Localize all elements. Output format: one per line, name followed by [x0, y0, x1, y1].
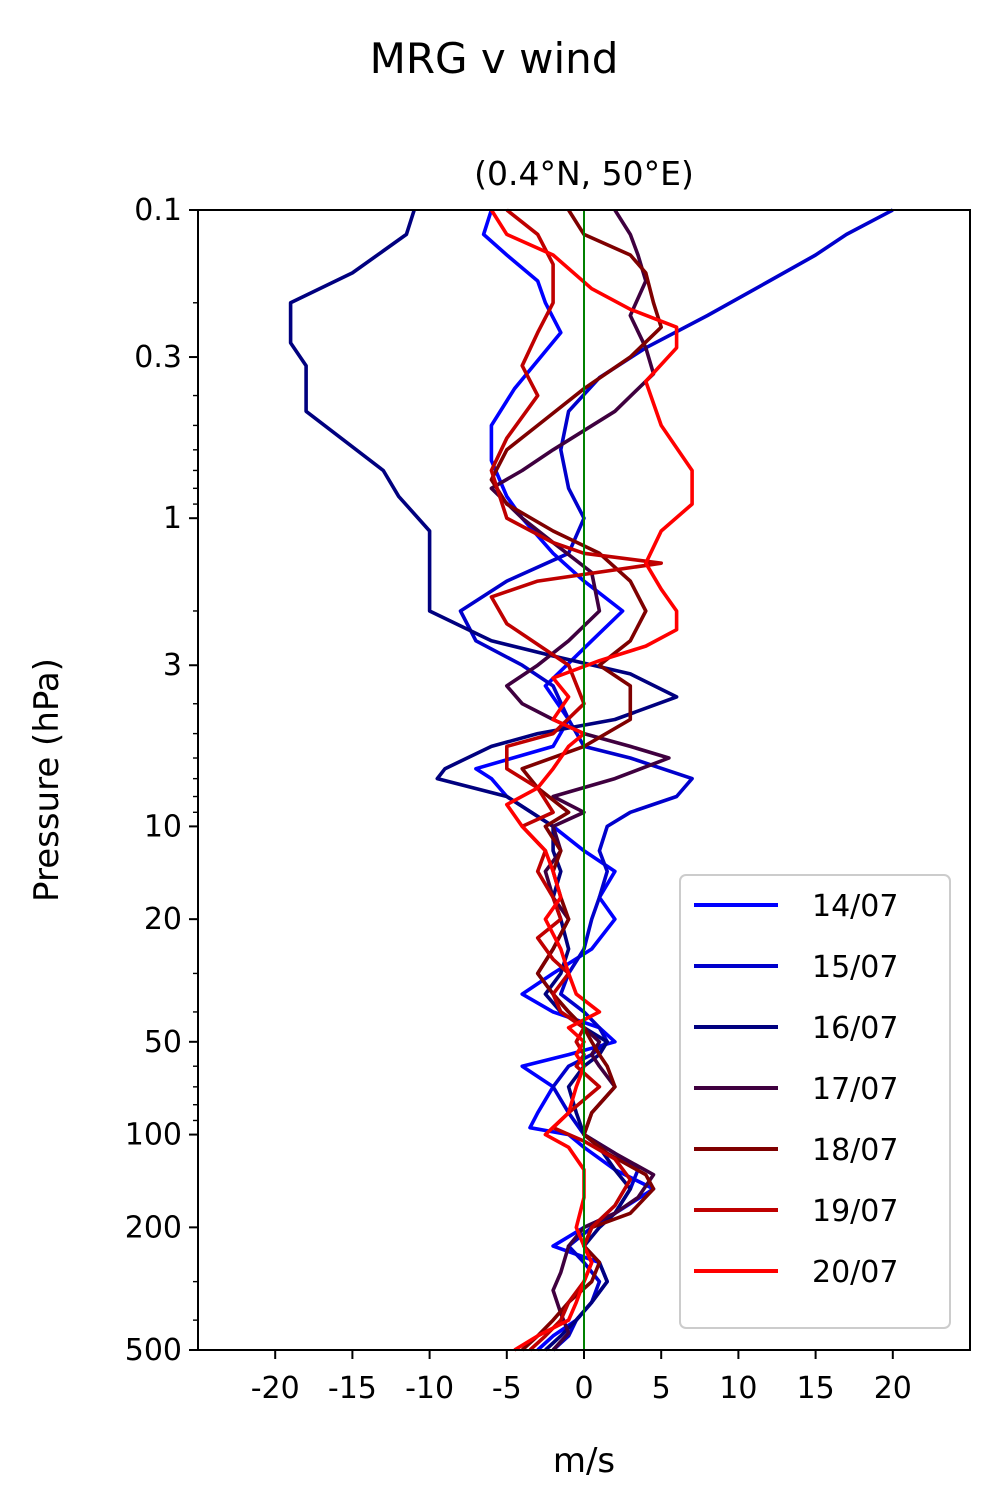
legend-label: 19/07	[812, 1194, 898, 1229]
y-tick-label: 10	[144, 809, 182, 844]
legend-label: 16/07	[812, 1011, 898, 1046]
y-tick-label: 0.1	[134, 193, 182, 228]
y-tick-label: 100	[125, 1118, 182, 1153]
legend-box	[679, 874, 951, 1329]
x-axis: -20 -15 -10 -5 0 5 10 15 20	[251, 1350, 912, 1406]
legend-label: 15/07	[812, 950, 898, 985]
x-tick-label: 15	[797, 1371, 835, 1406]
legend: 14/07 15/07 16/07 17/07 18/07 19/07 20/07	[679, 874, 951, 1329]
legend-label: 20/07	[812, 1255, 898, 1290]
y-axis-label: Pressure (hPa)	[27, 658, 67, 902]
y-tick-label: 0.3	[134, 340, 182, 375]
x-tick-label: -15	[328, 1371, 377, 1406]
y-axis: 0.1 0.3 1 3 10 20 50 100 200 500	[125, 193, 198, 1368]
series-line-18-07	[489, 209, 663, 1352]
y-tick-label: 3	[163, 648, 182, 683]
x-tick-label: -10	[405, 1371, 454, 1406]
series-line-19-07	[489, 208, 663, 1352]
legend-label: 14/07	[812, 889, 898, 924]
x-tick-label: 0	[574, 1371, 593, 1406]
legend-label: 18/07	[812, 1133, 898, 1168]
y-tick-label: 20	[144, 902, 182, 937]
chart-title: MRG v wind	[370, 34, 619, 83]
x-tick-label: 20	[874, 1371, 912, 1406]
legend-label: 17/07	[812, 1072, 898, 1107]
x-tick-label: 10	[719, 1371, 757, 1406]
y-tick-label: 50	[144, 1025, 182, 1060]
plot-area	[197, 208, 971, 1352]
y-tick-label: 1	[163, 501, 182, 536]
x-tick-label: 5	[652, 1371, 671, 1406]
x-axis-label: m/s	[553, 1441, 615, 1481]
x-tick-label: -20	[251, 1371, 300, 1406]
chart-subtitle: (0.4°N, 50°E)	[474, 154, 694, 193]
y-tick-label: 200	[125, 1210, 182, 1245]
y-tick-label: 500	[125, 1333, 182, 1368]
x-tick-label: -5	[492, 1371, 522, 1406]
